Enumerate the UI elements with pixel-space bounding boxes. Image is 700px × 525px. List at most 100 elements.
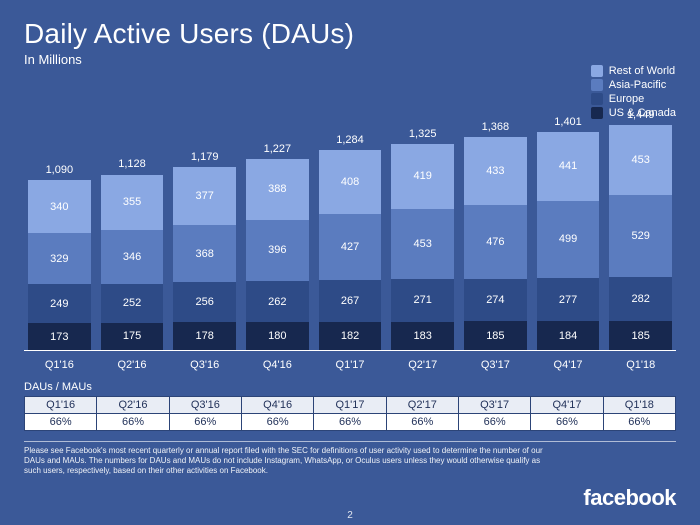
bar-total-label: 1,368 [464,121,527,133]
ratio-value-cell: 66% [531,414,603,431]
bar-total-label: 1,179 [173,151,236,163]
bar-column: 1,368185274476433 [464,137,527,350]
bar-segment: 267 [319,280,382,322]
bar-column: 1,128175252346355 [101,174,164,350]
bar-segment: 419 [391,144,454,209]
bar-segment: 329 [28,233,91,284]
bar-segment: 271 [391,279,454,321]
bar-segment: 377 [173,167,236,226]
bar-total-label: 1,090 [28,164,91,176]
category-label: Q4'16 [246,359,309,371]
ratio-value-cell: 66% [241,414,313,431]
category-label: Q4'17 [537,359,600,371]
bar-segment: 252 [101,284,164,323]
bar-segment: 427 [319,214,382,280]
ratio-value-cell: 66% [386,414,458,431]
bar-segment: 274 [464,279,527,322]
bar-segment: 453 [609,125,672,195]
bar-segment: 185 [464,321,527,350]
bar-segment: 256 [173,282,236,322]
bar-segment: 175 [101,323,164,350]
legend-label: Rest of World [609,65,675,77]
category-label: Q3'17 [464,359,527,371]
ratio-value-cell: 66% [458,414,530,431]
bar-segment: 173 [28,323,91,350]
chart-area: Rest of WorldAsia-PacificEuropeUS & Cana… [24,71,676,371]
bar-segment: 453 [391,209,454,279]
slide-subtitle: In Millions [24,52,676,67]
bar-segment: 178 [173,322,236,350]
bar-total-label: 1,227 [246,143,309,155]
ratio-value-cell: 66% [603,414,675,431]
bar-total-label: 1,284 [319,134,382,146]
bar-column: 1,284182267427408 [319,150,382,350]
ratio-header-cell: Q2'17 [386,397,458,414]
bar-segment: 529 [609,195,672,277]
bar-segment: 433 [464,137,527,204]
ratio-value-cell: 66% [314,414,386,431]
ratio-header-cell: Q4'16 [241,397,313,414]
ratio-header-cell: Q3'16 [169,397,241,414]
bar-total-label: 1,449 [609,109,672,121]
legend-label: Asia-Pacific [609,79,666,91]
bar-segment: 184 [537,321,600,350]
bar-segment: 282 [609,277,672,321]
bar-total-label: 1,325 [391,128,454,140]
ratio-header-cell: Q4'17 [531,397,603,414]
category-label: Q2'17 [391,359,454,371]
footer-rule [24,441,676,442]
bar-column: 1,179178256368377 [173,167,236,350]
bar-segment: 396 [246,220,309,282]
ratio-header-cell: Q3'17 [458,397,530,414]
category-label: Q2'16 [101,359,164,371]
slide: Daily Active Users (DAUs) In Millions Re… [0,0,700,525]
footnote: Please see Facebook's most recent quarte… [24,446,544,476]
bar-total-label: 1,128 [101,158,164,170]
category-axis: Q1'16Q2'16Q3'16Q4'16Q1'17Q2'17Q3'17Q4'17… [24,359,676,371]
bar-column: 1,401184277499441 [537,132,600,350]
category-label: Q1'18 [609,359,672,371]
bar-segment: 355 [101,175,164,230]
ratio-table: Q1'16Q2'16Q3'16Q4'16Q1'17Q2'17Q3'17Q4'17… [24,396,676,431]
ratio-header-cell: Q1'17 [314,397,386,414]
bar-segment: 183 [391,322,454,350]
bar-segment: 180 [246,322,309,350]
category-label: Q3'16 [173,359,236,371]
category-label: Q1'16 [28,359,91,371]
bar-segment: 499 [537,201,600,279]
bar-segment: 262 [246,281,309,322]
ratio-header-cell: Q1'16 [25,397,97,414]
ratio-value-cell: 66% [169,414,241,431]
facebook-logo: facebook [583,485,676,511]
ratio-value-cell: 66% [97,414,169,431]
bar-segment: 408 [319,150,382,213]
legend-swatch [591,65,603,77]
bar-segment: 182 [319,322,382,350]
bar-column: 1,449185282529453 [609,125,672,351]
ratio-header-row: Q1'16Q2'16Q3'16Q4'16Q1'17Q2'17Q3'17Q4'17… [25,397,676,414]
legend-item: Rest of World [591,65,676,77]
page-number: 2 [0,510,700,521]
bar-column: 1,325183271453419 [391,144,454,350]
bar-total-label: 1,401 [537,116,600,128]
bar-segment: 277 [537,278,600,321]
bar-column: 1,090173249329340 [28,180,91,350]
bar-segment: 368 [173,225,236,282]
stacked-bar-chart: 1,0901732493293401,1281752523463551,1791… [24,101,676,351]
bar-segment: 388 [246,159,309,219]
legend-swatch [591,79,603,91]
bar-segment: 476 [464,205,527,279]
slide-title: Daily Active Users (DAUs) [24,18,676,50]
ratio-header-cell: Q2'16 [97,397,169,414]
ratio-title: DAUs / MAUs [24,381,676,393]
ratio-value-cell: 66% [25,414,97,431]
bar-segment: 185 [609,321,672,350]
bar-segment: 346 [101,230,164,284]
ratio-section: DAUs / MAUs Q1'16Q2'16Q3'16Q4'16Q1'17Q2'… [24,381,676,431]
bar-column: 1,227180262396388 [246,159,309,350]
bar-segment: 340 [28,180,91,233]
ratio-value-row: 66%66%66%66%66%66%66%66%66% [25,414,676,431]
bar-segment: 441 [537,132,600,201]
bar-segment: 249 [28,284,91,323]
legend-item: Asia-Pacific [591,79,676,91]
